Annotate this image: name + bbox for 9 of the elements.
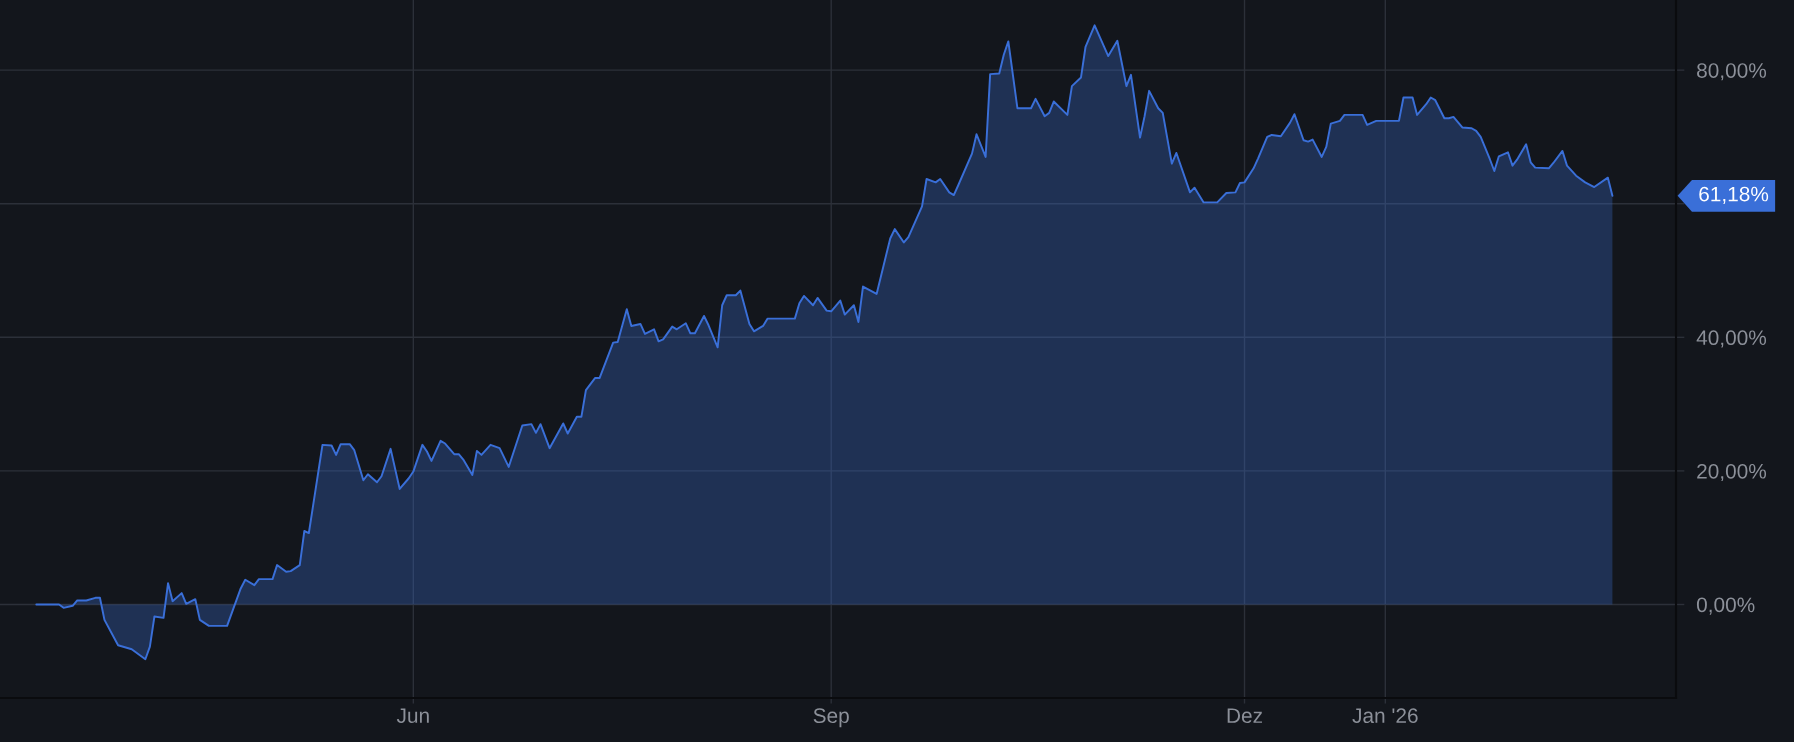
x-tick-label: Jan '26 — [1352, 708, 1418, 724]
x-tick-label: Jun — [396, 708, 429, 724]
x-tick-label: Sep — [813, 708, 849, 728]
y-tick-label: 0,00% — [1696, 597, 1755, 615]
y-tick-label: 40,00% — [1696, 330, 1767, 348]
y-tick-label: 20,00% — [1697, 463, 1767, 482]
text: 61,18% — [1699, 186, 1769, 204]
y-tick-label: 80,00% — [1697, 63, 1767, 81]
x-tick-label: Dez — [1227, 708, 1262, 724]
